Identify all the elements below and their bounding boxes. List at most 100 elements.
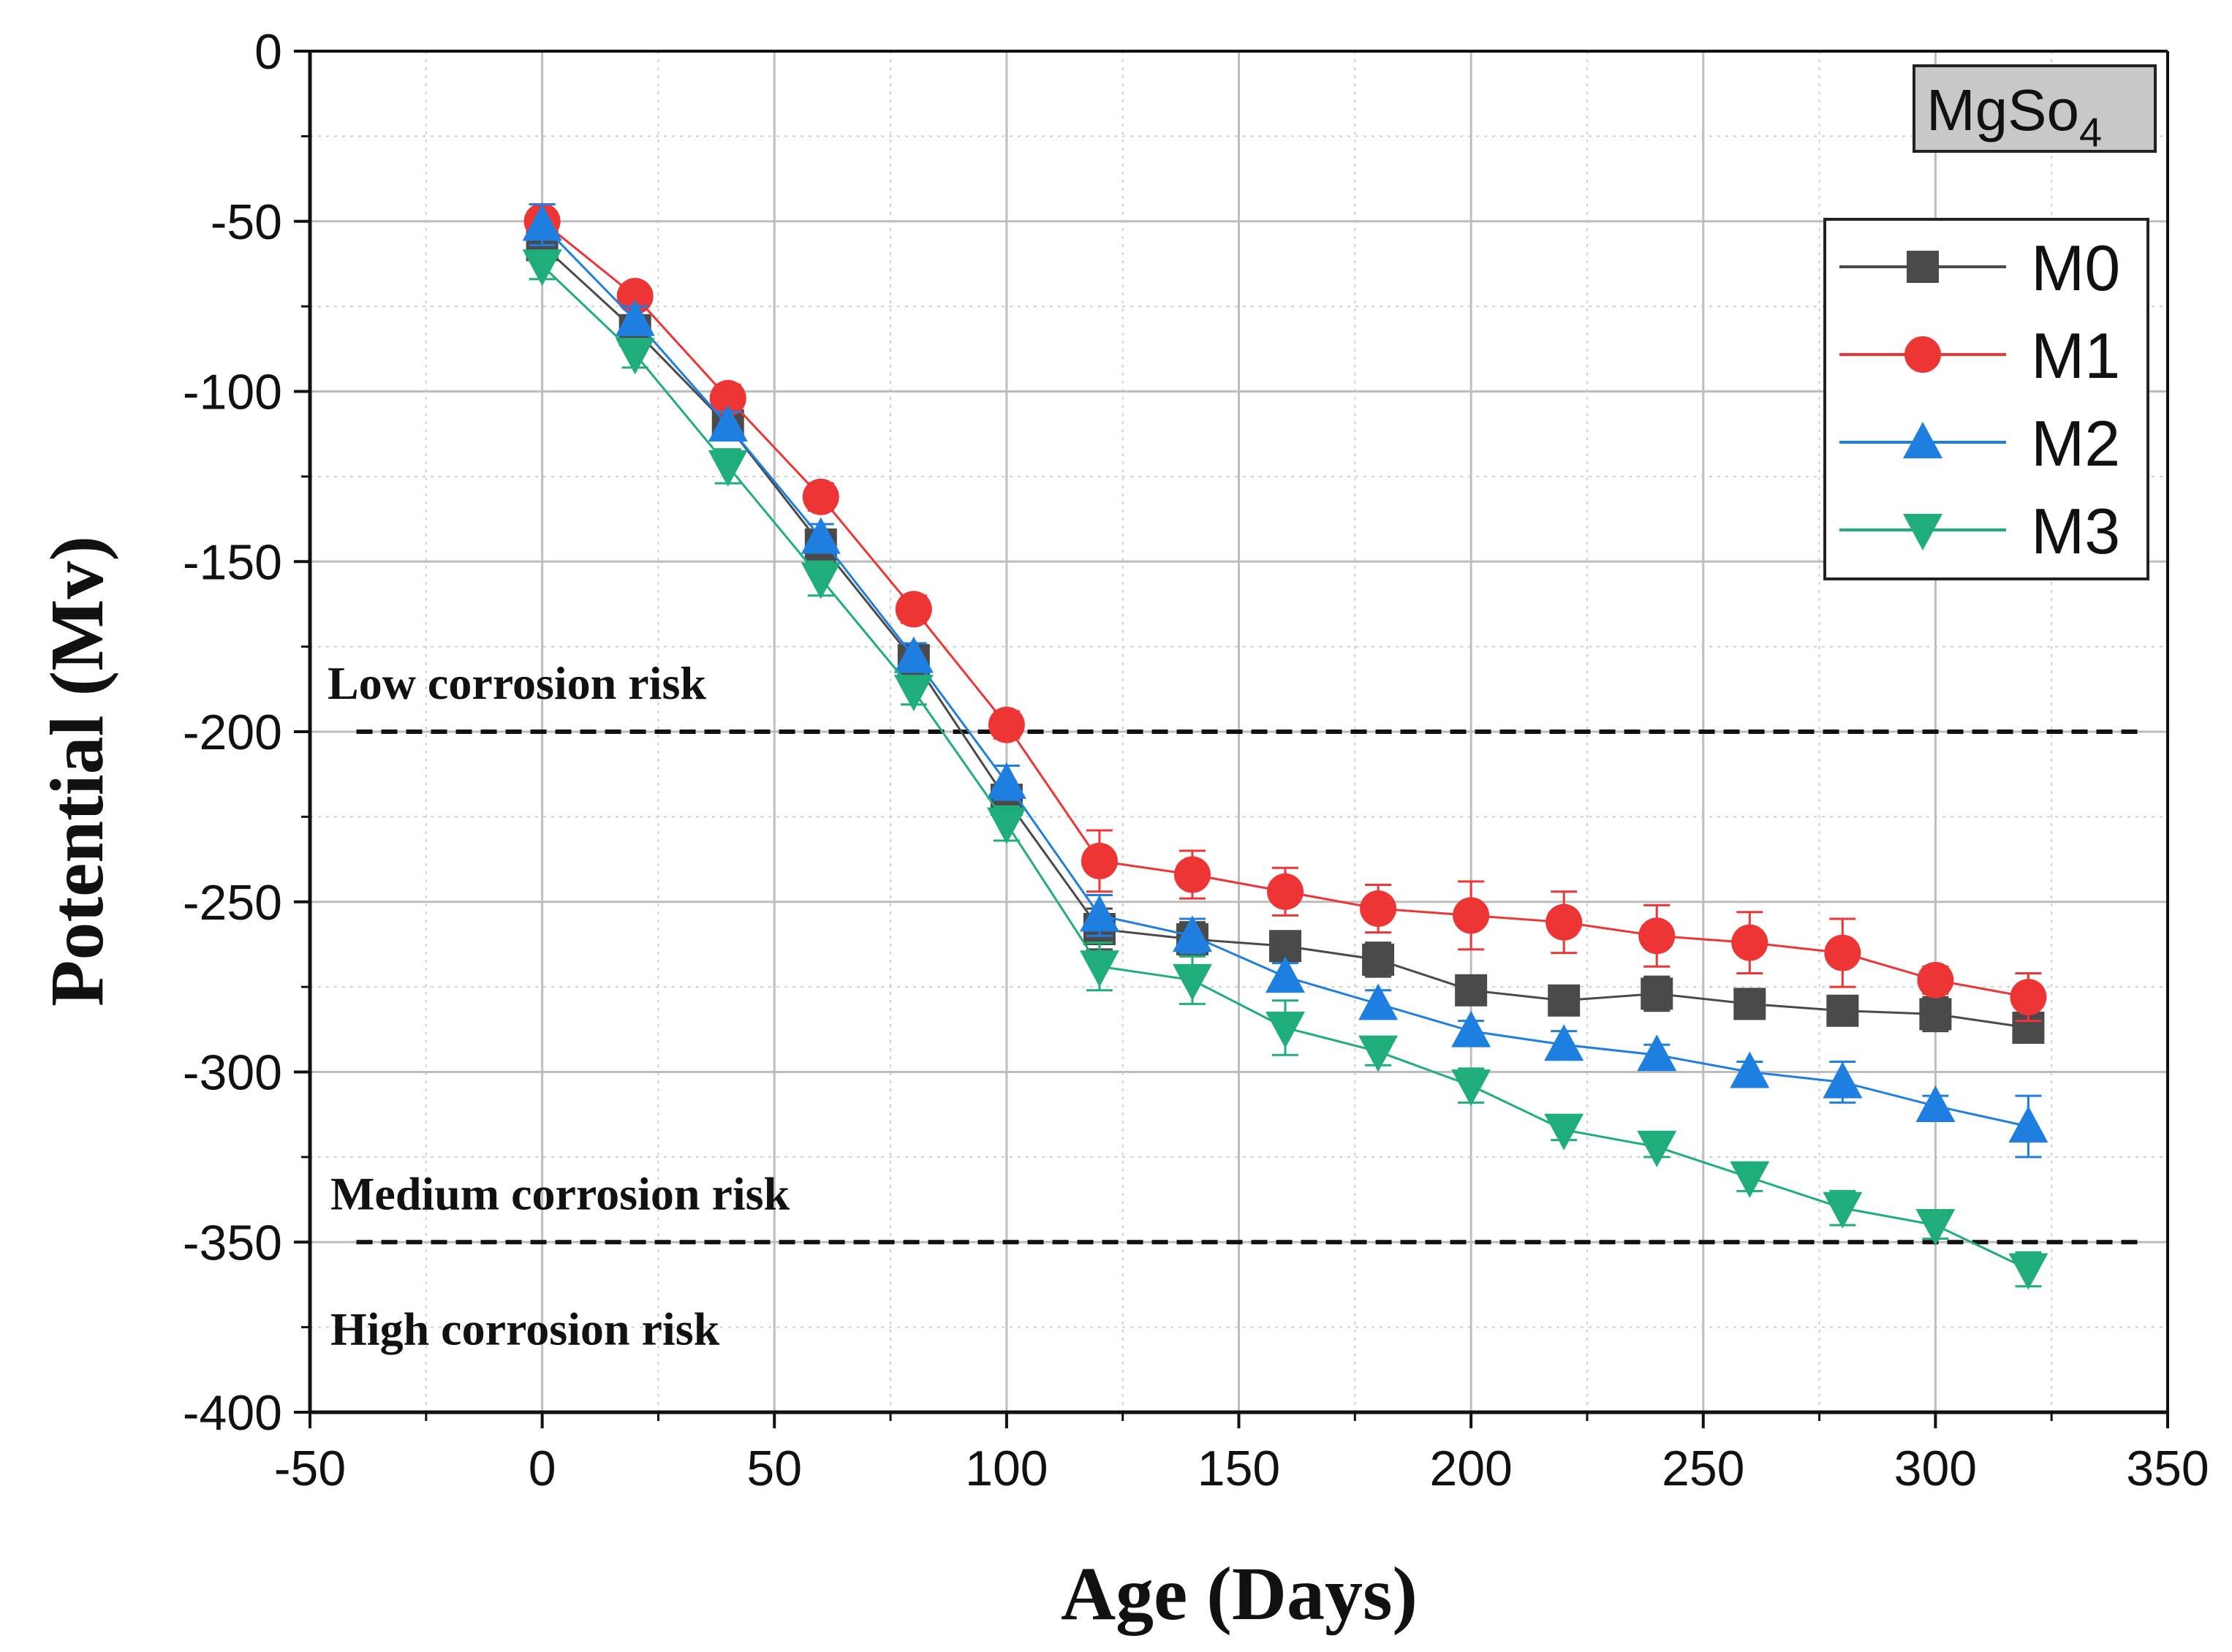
legend-label: M3 [2031, 495, 2120, 567]
data-point [1081, 842, 1118, 879]
x-axis-title: Age (Days) [1061, 1552, 1418, 1636]
data-point [615, 338, 655, 375]
y-tick-label: -400 [183, 1385, 282, 1441]
data-point [1453, 897, 1490, 934]
data-point [1826, 994, 1859, 1027]
x-tick-label: 300 [1894, 1441, 1977, 1496]
legend-item-m3: M3 [1839, 495, 2120, 567]
tick-labels: -50 0 50 100 150 200 250 300 350 0 -50 -100 -150 -200… [183, 24, 2209, 1496]
data-point [1546, 903, 1583, 941]
data-point [522, 204, 562, 241]
y-axis-title: Potential (Mv) [35, 536, 119, 1007]
data-point [1079, 895, 1119, 932]
data-point [1451, 1069, 1491, 1107]
x-tick-label: 50 [746, 1441, 802, 1496]
data-point [2008, 1105, 2048, 1143]
data-point [1907, 251, 1939, 283]
data-point [1903, 514, 1942, 550]
data-point [1823, 1061, 1863, 1099]
data-point [893, 675, 934, 712]
data-point [986, 762, 1026, 799]
data-point [1358, 983, 1399, 1020]
data-point [1267, 873, 1304, 910]
legend-label: M2 [2031, 407, 2120, 480]
data-point [1266, 956, 1306, 993]
x-tick-label: 100 [965, 1441, 1048, 1496]
legend-label: M1 [2031, 319, 2120, 392]
data-point [1824, 934, 1861, 971]
data-point [1903, 422, 1942, 458]
data-point [1919, 998, 1952, 1031]
data-point [1730, 1051, 1770, 1088]
zone-annotation-label: Medium corrosion risk [330, 1167, 790, 1219]
x-tick-label: -50 [274, 1441, 346, 1496]
data-point [522, 249, 562, 287]
axes [294, 50, 2169, 1428]
condition-tag-label: MgSo4 [1926, 77, 2102, 155]
series-m1 [523, 202, 2047, 1023]
data-point [986, 807, 1026, 844]
condition-tag-box [1913, 64, 2157, 153]
zone-annotations: Low corrosion risk Medium corrosion risk H… [328, 657, 790, 1355]
zone-annotation-label: High corrosion risk [330, 1303, 720, 1355]
data-point [1544, 1024, 1584, 1061]
y-tick-label: -100 [183, 365, 282, 420]
data-point [1451, 1010, 1491, 1047]
data-series [522, 202, 2048, 1290]
data-point [1904, 336, 1941, 373]
data-point [1079, 950, 1119, 988]
data-point [988, 706, 1025, 743]
data-point [1637, 1130, 1677, 1167]
data-point [893, 636, 934, 673]
y-tick-label: -200 [183, 705, 282, 760]
x-tick-label: 200 [1429, 1441, 1512, 1496]
legend-item-m0: M0 [1839, 232, 2120, 304]
data-point [1638, 917, 1676, 955]
y-tick-label: -300 [183, 1045, 282, 1101]
condition-tag-subscript: 4 [2079, 109, 2102, 155]
data-point [615, 299, 655, 336]
data-point [1915, 1085, 1956, 1123]
legend-label: M0 [2031, 232, 2120, 304]
data-point [1733, 988, 1766, 1020]
data-point [1172, 915, 1212, 952]
data-point [1637, 1034, 1677, 1072]
data-point [2010, 979, 2047, 1016]
y-tick-label: -150 [183, 534, 282, 590]
data-point [1362, 943, 1395, 976]
data-point [895, 591, 932, 628]
legend: M0 M1 M2 M3 [1823, 218, 2149, 580]
data-point [801, 562, 841, 599]
data-point [1360, 890, 1397, 928]
series-m3 [522, 249, 2048, 1290]
condition-tag: MgSo4 [1913, 64, 2157, 155]
x-tick-label: 250 [1662, 1441, 1744, 1496]
data-point [1641, 977, 1673, 1010]
data-point [1548, 984, 1581, 1017]
y-tick-label: 0 [254, 24, 282, 80]
data-point [1823, 1191, 1863, 1229]
data-point [1172, 963, 1212, 1001]
data-point [1915, 1208, 1956, 1246]
data-point [1731, 924, 1768, 961]
data-point [1917, 961, 1954, 999]
x-tick-label: 350 [2126, 1441, 2209, 1496]
data-point [1544, 1113, 1584, 1151]
legend-item-m1: M1 [1839, 319, 2120, 392]
data-point [708, 405, 748, 442]
data-point [2008, 1253, 2048, 1290]
data-point [802, 478, 839, 515]
data-point [1455, 974, 1488, 1007]
x-tick-label: 150 [1198, 1441, 1280, 1496]
legend-box [1823, 218, 2149, 580]
y-tick-label: -50 [211, 194, 282, 250]
data-point [708, 450, 748, 487]
y-tick-label: -350 [183, 1215, 282, 1270]
legend-item-m2: M2 [1839, 407, 2120, 480]
data-point [1730, 1161, 1770, 1198]
data-point [801, 517, 841, 554]
x-tick-label: 0 [529, 1441, 556, 1496]
data-point [1358, 1035, 1399, 1072]
data-point [1266, 1011, 1306, 1048]
